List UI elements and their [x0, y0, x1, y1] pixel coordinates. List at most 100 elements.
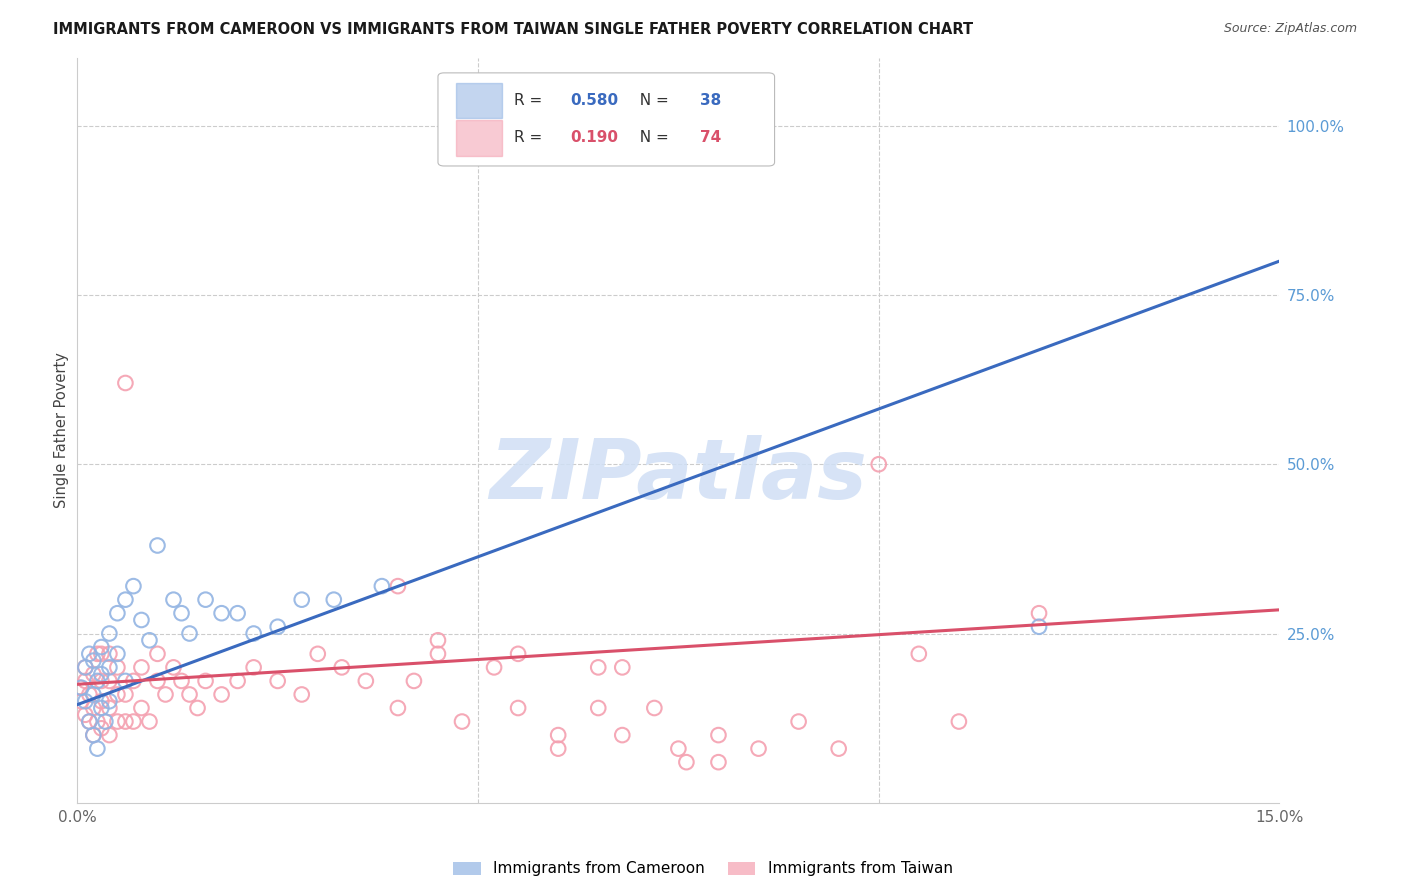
Point	[588, 660, 610, 674]
Point	[75, 660, 97, 674]
Point	[82, 688, 104, 702]
Point	[612, 660, 634, 674]
Point	[668, 741, 690, 756]
Point	[291, 688, 314, 702]
Point	[354, 673, 377, 688]
Point	[211, 688, 233, 702]
Bar	[456, 120, 502, 155]
Bar	[456, 83, 502, 119]
Text: ZIPatlas: ZIPatlas	[489, 434, 868, 516]
Text: 74: 74	[700, 130, 721, 145]
Point	[131, 701, 153, 715]
Point	[114, 714, 136, 729]
Point	[75, 707, 97, 722]
Point	[82, 701, 104, 715]
Point	[707, 755, 730, 769]
Point	[427, 633, 450, 648]
Point	[162, 660, 184, 674]
Point	[79, 714, 101, 729]
Point	[427, 647, 450, 661]
Point	[508, 701, 530, 715]
Point	[90, 647, 112, 661]
Point	[107, 660, 129, 674]
Point	[787, 714, 810, 729]
Point	[98, 694, 121, 708]
Point	[908, 647, 931, 661]
Text: 38: 38	[700, 93, 721, 108]
Point	[162, 592, 184, 607]
Text: 0.580: 0.580	[571, 93, 619, 108]
Point	[643, 701, 665, 715]
Point	[828, 741, 851, 756]
Point	[79, 714, 101, 729]
Point	[75, 694, 97, 708]
Point	[707, 728, 730, 742]
Point	[612, 119, 634, 133]
Point	[194, 592, 217, 607]
FancyBboxPatch shape	[439, 73, 775, 166]
Point	[122, 579, 145, 593]
Point	[86, 714, 108, 729]
Point	[146, 673, 169, 688]
Point	[86, 673, 108, 688]
Point	[70, 681, 93, 695]
Text: N =: N =	[630, 130, 673, 145]
Point	[138, 714, 160, 729]
Point	[98, 673, 121, 688]
Point	[330, 660, 353, 674]
Point	[179, 626, 201, 640]
Point	[69, 681, 91, 695]
Point	[1028, 620, 1050, 634]
Point	[122, 673, 145, 688]
Point	[187, 701, 209, 715]
Point	[98, 728, 121, 742]
Point	[98, 660, 121, 674]
Point	[170, 606, 193, 620]
Point	[451, 714, 474, 729]
Point	[748, 741, 770, 756]
Point	[94, 714, 117, 729]
Point	[82, 654, 104, 668]
Text: N =: N =	[630, 93, 673, 108]
Point	[98, 701, 121, 715]
Text: R =: R =	[513, 93, 547, 108]
Point	[675, 755, 697, 769]
Point	[114, 376, 136, 390]
Point	[588, 701, 610, 715]
Point	[402, 673, 425, 688]
Point	[948, 714, 970, 729]
Point	[179, 688, 201, 702]
Point	[226, 673, 249, 688]
Point	[242, 626, 264, 640]
Point	[82, 667, 104, 681]
Text: IMMIGRANTS FROM CAMEROON VS IMMIGRANTS FROM TAIWAN SINGLE FATHER POVERTY CORRELA: IMMIGRANTS FROM CAMEROON VS IMMIGRANTS F…	[53, 22, 973, 37]
Point	[90, 640, 112, 654]
Point	[131, 613, 153, 627]
Point	[107, 714, 129, 729]
Point	[547, 728, 569, 742]
Legend: Immigrants from Cameroon, Immigrants from Taiwan: Immigrants from Cameroon, Immigrants fro…	[447, 855, 959, 882]
Point	[242, 660, 264, 674]
Point	[612, 728, 634, 742]
Point	[267, 620, 290, 634]
Point	[387, 701, 409, 715]
Point	[371, 579, 394, 593]
Point	[90, 701, 112, 715]
Point	[131, 660, 153, 674]
Point	[155, 688, 177, 702]
Point	[90, 694, 112, 708]
Point	[79, 647, 101, 661]
Point	[138, 633, 160, 648]
Point	[82, 728, 104, 742]
Point	[211, 606, 233, 620]
Point	[307, 647, 329, 661]
Point	[1028, 606, 1050, 620]
Point	[114, 688, 136, 702]
Point	[868, 457, 890, 471]
Point	[122, 714, 145, 729]
Point	[107, 688, 129, 702]
Point	[482, 660, 505, 674]
Point	[226, 606, 249, 620]
Text: 0.190: 0.190	[571, 130, 619, 145]
Point	[146, 539, 169, 553]
